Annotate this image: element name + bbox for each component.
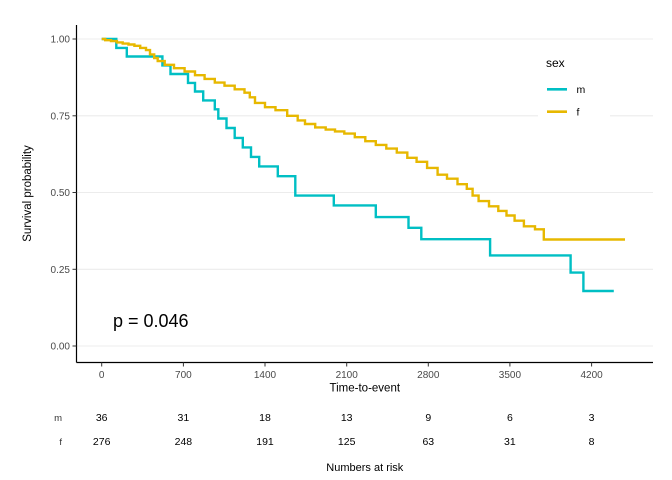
risk-count: 248 — [175, 436, 193, 448]
legend-label-f: f — [577, 106, 580, 118]
risk-count: 18 — [259, 412, 271, 424]
x-tick-label: 700 — [175, 370, 192, 381]
risk-count: 191 — [256, 436, 274, 448]
y-tick-label: 0.00 — [51, 342, 71, 353]
risk-count: 6 — [507, 412, 513, 424]
risk-count: 3 — [589, 412, 595, 424]
legend: sex m f — [538, 56, 610, 124]
risk-count: 9 — [425, 412, 431, 424]
risk-count: 31 — [178, 412, 190, 424]
risk-count: 31 — [504, 436, 516, 448]
survival-curve-m — [101, 37, 614, 293]
risk-count: 63 — [422, 436, 434, 448]
risk-table: m 36 31 18 13 9 6 3f 276 248 191 125 63 31 8 — [54, 412, 595, 448]
y-tick-label: 0.25 — [51, 265, 71, 276]
x-tick-label: 3500 — [499, 370, 522, 381]
x-tick-label: 1400 — [254, 370, 277, 381]
x-tick-label: 2800 — [417, 370, 440, 381]
risk-count: 13 — [341, 412, 353, 424]
y-tick-label: 0.75 — [51, 111, 71, 122]
axis-ticks: 0.00 0.25 0.50 0.75 1.00 0 700 1400 2100 2800 3500… — [51, 35, 604, 382]
risk-count: 36 — [96, 412, 108, 424]
y-axis-title: Survival probability — [22, 145, 34, 242]
p-value-label: p = 0.046 — [113, 311, 189, 331]
x-tick-label: 4200 — [580, 370, 603, 381]
x-axis-title: Time-to-event — [330, 383, 401, 395]
risk-row-label-m: m — [54, 413, 62, 424]
x-tick-label: 2100 — [336, 370, 359, 381]
legend-label-m: m — [577, 84, 586, 96]
risk-row-label-f: f — [59, 437, 62, 448]
risk-count: 125 — [338, 436, 356, 448]
survival-curves — [101, 37, 625, 293]
y-tick-label: 1.00 — [51, 35, 71, 46]
risk-count: 8 — [589, 436, 595, 448]
survival-curve-f — [101, 37, 625, 241]
legend-background — [538, 76, 610, 124]
y-tick-label: 0.50 — [51, 188, 71, 199]
risk-count: 276 — [93, 436, 111, 448]
risk-table-title: Numbers at risk — [326, 462, 404, 474]
legend-title: sex — [546, 56, 565, 70]
x-tick-label: 0 — [99, 370, 105, 381]
